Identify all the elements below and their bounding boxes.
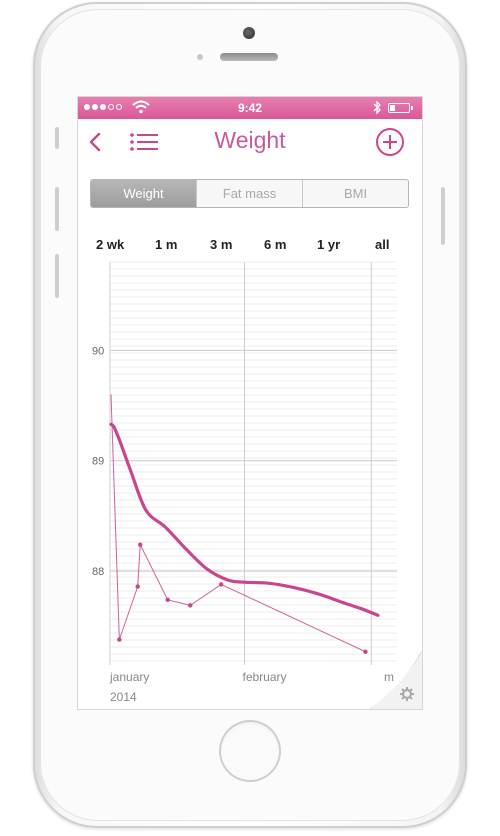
proximity-sensor — [197, 54, 203, 60]
measurement-point — [218, 582, 224, 587]
signal-dot — [116, 104, 122, 110]
measurement-point — [363, 649, 368, 654]
front-camera — [243, 27, 255, 39]
signal-dot — [108, 104, 114, 110]
list-icon[interactable] — [129, 132, 159, 152]
signal-dot — [100, 104, 106, 110]
signal-strength-icon — [84, 104, 122, 110]
tab-bmi[interactable]: BMI — [302, 180, 408, 207]
signal-dot — [84, 104, 90, 110]
range-3m[interactable]: 3 m — [210, 237, 233, 252]
x-month-label: january — [109, 670, 149, 684]
power-button — [441, 187, 445, 245]
chevron-left-icon[interactable] — [86, 131, 104, 153]
measurement-line — [110, 394, 366, 653]
earpiece-speaker — [220, 53, 278, 61]
nav-bar: Weight — [78, 119, 422, 169]
mute-switch — [55, 127, 59, 149]
gear-icon[interactable] — [400, 687, 414, 701]
app-screen: 9:42 Weight Weight Fat mass BMI 88 89 90 j — [78, 97, 422, 709]
battery-tip — [411, 106, 413, 110]
tab-weight[interactable]: Weight — [91, 180, 196, 207]
x-month-label: february — [243, 670, 287, 684]
page-curl-settings[interactable] — [370, 651, 422, 709]
tab-fat-mass[interactable]: Fat mass — [196, 180, 302, 207]
range-all[interactable]: all — [375, 237, 390, 252]
bluetooth-icon — [373, 100, 381, 115]
trend-line — [109, 422, 380, 617]
home-button[interactable] — [219, 720, 281, 782]
status-bar: 9:42 — [78, 97, 422, 119]
range-6m[interactable]: 6 m — [264, 237, 287, 252]
range-1m[interactable]: 1 m — [155, 237, 178, 252]
y-tick-label: 89 — [92, 456, 104, 468]
signal-dot — [92, 104, 98, 110]
measurement-point — [188, 603, 193, 608]
metric-segmented-control: Weight Fat mass BMI — [90, 179, 409, 208]
measurement-point — [117, 637, 122, 642]
volume-down-button — [55, 254, 59, 298]
battery-icon — [388, 103, 410, 113]
y-tick-label: 90 — [92, 345, 104, 357]
measurement-point — [138, 542, 143, 547]
x-month-label: m — [384, 670, 394, 684]
y-tick-label: 88 — [92, 566, 104, 578]
status-time: 9:42 — [237, 101, 263, 115]
year-label: 2014 — [110, 690, 137, 704]
page-title: Weight — [214, 127, 286, 153]
weight-chart[interactable]: 88 89 90 january february m 2014 — [78, 97, 422, 709]
measurement-point — [165, 597, 170, 603]
plus-circle-icon[interactable] — [375, 127, 405, 157]
measurement-point — [135, 584, 140, 589]
range-2wk[interactable]: 2 wk — [96, 237, 125, 252]
wifi-icon — [132, 100, 150, 114]
range-1yr[interactable]: 1 yr — [317, 237, 341, 252]
volume-up-button — [55, 187, 59, 231]
time-range-selector: 2 wk 1 m 3 m 6 m 1 yr all — [78, 237, 422, 255]
